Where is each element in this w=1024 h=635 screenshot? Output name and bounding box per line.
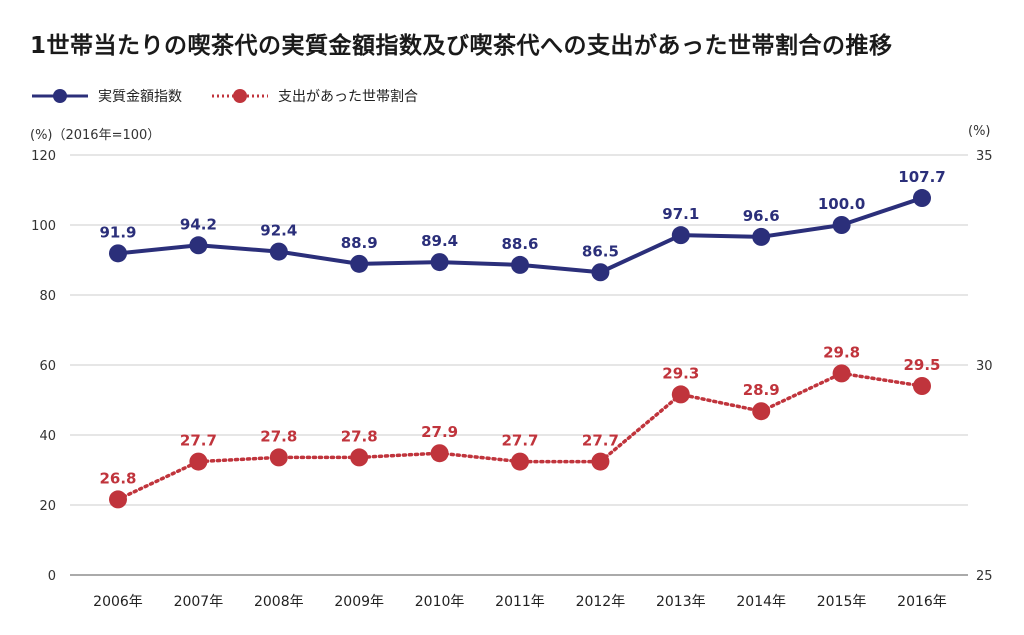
- data-label-index: 97.1: [662, 205, 699, 223]
- data-label-index: 91.9: [99, 223, 136, 241]
- legend-item-index: 実質金額指数: [30, 86, 182, 106]
- data-point-share: [913, 377, 931, 395]
- data-label-index: 92.4: [260, 222, 297, 240]
- legend-label-index: 実質金額指数: [98, 89, 182, 105]
- data-point-share: [832, 364, 851, 383]
- data-point-index: [832, 216, 851, 234]
- x-tick-label: 2012年: [576, 594, 626, 610]
- legend-label-share: 支出があった世帯割合: [278, 89, 418, 105]
- y-left-tick-label: 20: [39, 499, 56, 514]
- y-left-tick-label: 120: [31, 149, 56, 164]
- y-right-tick-label: 30: [976, 359, 993, 374]
- data-point-share: [430, 444, 449, 463]
- legend-item-share: 支出があった世帯割合: [210, 86, 418, 106]
- y-left-tick-label: 0: [48, 569, 56, 584]
- y-right-tick-label: 35: [976, 149, 993, 164]
- data-label-index: 88.6: [501, 235, 538, 253]
- data-point-share: [269, 448, 288, 467]
- data-point-share: [671, 385, 690, 404]
- data-label-index: 94.2: [180, 215, 217, 233]
- x-tick-label: 2007年: [174, 594, 224, 610]
- data-label-share: 28.9: [743, 381, 780, 399]
- data-label-index: 89.4: [421, 232, 458, 250]
- data-label-share: 26.8: [99, 469, 136, 487]
- x-tick-label: 2016年: [897, 594, 947, 610]
- y-left-tick-label: 100: [31, 219, 56, 234]
- data-label-index: 96.6: [743, 207, 780, 225]
- data-point-share: [350, 448, 369, 467]
- data-label-index: 86.5: [582, 242, 619, 260]
- data-label-share: 27.7: [180, 432, 217, 450]
- data-label-share: 29.5: [903, 356, 940, 374]
- data-point-share: [752, 402, 771, 421]
- data-point-share: [189, 452, 208, 471]
- x-tick-label: 2015年: [817, 594, 867, 610]
- x-tick-label: 2010年: [415, 594, 465, 610]
- data-label-share: 27.9: [421, 423, 458, 441]
- data-label-share: 27.8: [260, 427, 297, 445]
- y-left-tick-label: 40: [39, 429, 56, 444]
- data-label-index: 88.9: [341, 234, 378, 252]
- data-point-index: [350, 254, 369, 273]
- x-tick-label: 2008年: [254, 594, 304, 610]
- data-label-share: 27.8: [341, 427, 378, 445]
- data-point-index: [269, 242, 288, 261]
- data-point-index: [430, 253, 449, 272]
- y-left-tick-label: 60: [39, 359, 56, 374]
- data-point-share: [511, 452, 529, 471]
- data-label-index: 107.7: [898, 168, 945, 186]
- x-tick-label: 2006年: [93, 594, 143, 610]
- data-label-share: 27.7: [582, 432, 619, 450]
- data-label-share: 29.8: [823, 343, 860, 361]
- data-point-index: [671, 226, 690, 245]
- x-tick-label: 2013年: [656, 594, 706, 610]
- chart-title: 1世帯当たりの喫茶代の実質金額指数及び喫茶代への支出があった世帯割合の推移: [30, 33, 893, 59]
- data-point-index: [591, 263, 610, 282]
- data-point-share: [591, 452, 610, 471]
- legend-swatch-index: [32, 89, 88, 103]
- legend: 実質金額指数 支出があった世帯割合: [30, 86, 446, 106]
- data-point-index: [913, 189, 931, 208]
- data-label-share: 29.3: [662, 364, 699, 382]
- data-label-index: 100.0: [818, 195, 865, 213]
- right-axis-unit: (%): [968, 124, 991, 139]
- data-point-index: [189, 236, 208, 255]
- x-tick-label: 2009年: [334, 594, 384, 610]
- y-left-tick-label: 80: [39, 289, 56, 304]
- data-point-index: [752, 227, 771, 246]
- data-point-share: [109, 490, 127, 509]
- x-tick-label: 2014年: [736, 594, 786, 610]
- data-point-index: [109, 244, 127, 263]
- left-axis-unit: (%)（2016年=100）: [30, 128, 161, 143]
- legend-swatch-share: [212, 89, 268, 103]
- data-point-index: [511, 255, 529, 274]
- x-tick-label: 2011年: [495, 594, 545, 610]
- data-label-share: 27.7: [501, 432, 538, 450]
- y-right-tick-label: 25: [976, 569, 993, 584]
